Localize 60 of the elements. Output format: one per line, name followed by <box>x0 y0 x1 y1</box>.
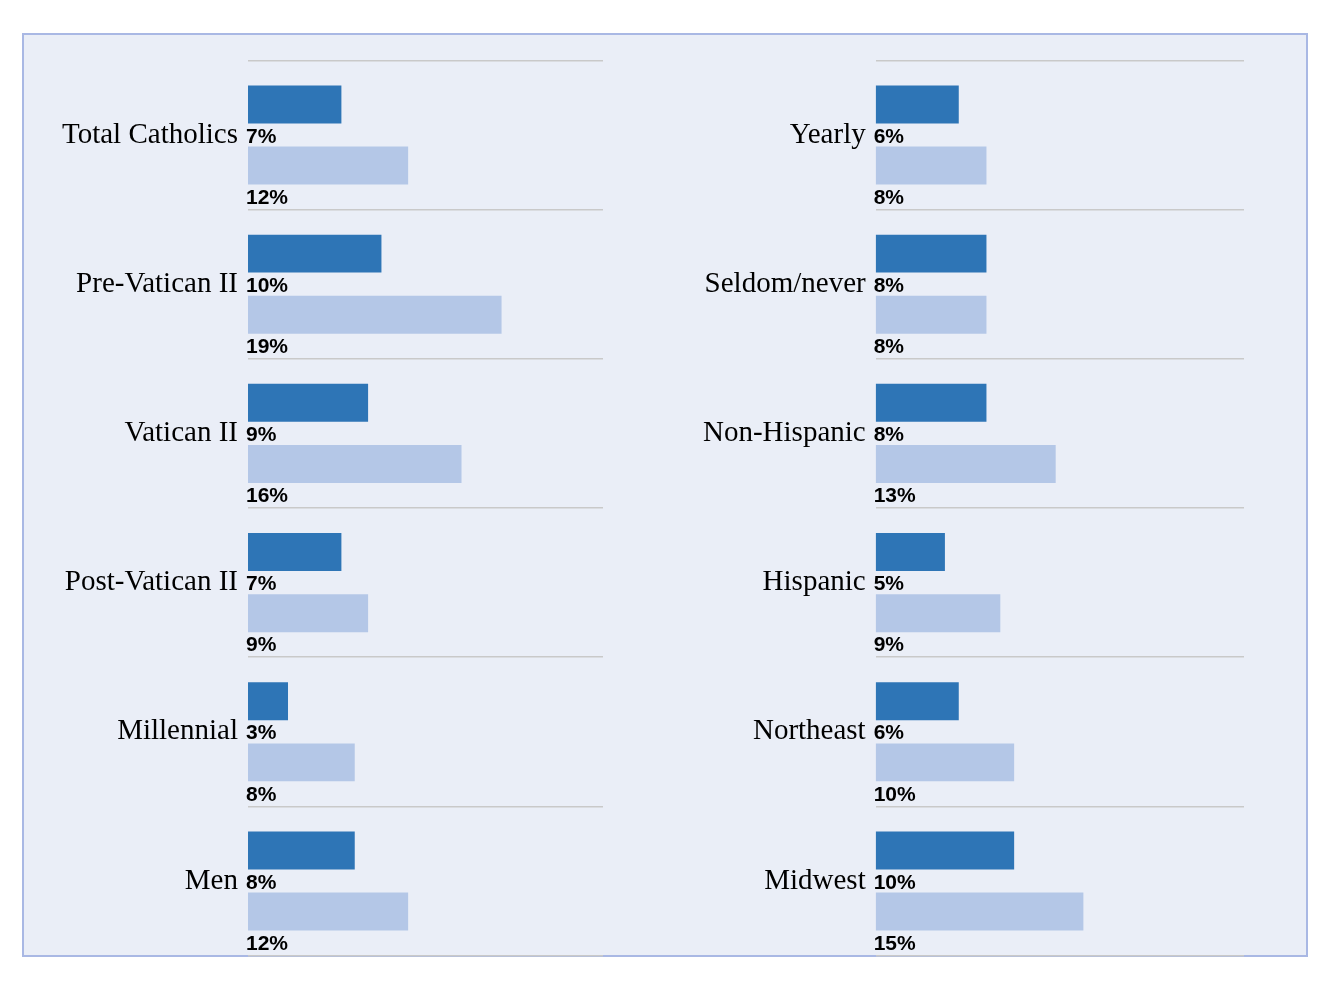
y-tick-label: Yearly <box>789 116 867 149</box>
y-tick-label: Men <box>184 862 239 895</box>
data-label: 13% <box>873 483 917 507</box>
y-tick-label: Total Catholics <box>62 116 238 149</box>
data-label: 6% <box>873 123 905 147</box>
data-label: 6% <box>873 720 905 744</box>
bar <box>875 445 1056 483</box>
data-label: 7% <box>245 571 277 595</box>
data-label: 8% <box>873 334 905 358</box>
bar <box>247 892 409 931</box>
y-tick-label: Midwest <box>764 862 866 895</box>
data-label: 8% <box>245 781 277 805</box>
bar <box>247 445 462 483</box>
bar <box>875 85 959 124</box>
data-label: 15% <box>873 930 917 954</box>
data-label: 8% <box>873 184 905 208</box>
data-label: 12% <box>245 930 289 954</box>
data-label: 10% <box>873 781 917 805</box>
bar <box>875 594 1001 633</box>
data-label: 16% <box>245 483 289 507</box>
bar <box>247 383 369 422</box>
bar <box>875 383 987 422</box>
data-label: 9% <box>245 632 277 656</box>
data-label: 12% <box>245 184 289 208</box>
bar <box>875 146 987 185</box>
bar <box>875 533 945 571</box>
data-label: 5% <box>873 571 905 595</box>
data-label: 10% <box>873 869 917 893</box>
y-tick-label: Vatican II <box>124 415 238 448</box>
y-tick-label: Millennial <box>117 713 238 746</box>
y-tick-label: Northeast <box>752 713 866 746</box>
bar <box>875 831 1015 870</box>
y-tick-label: Pre-Vatican II <box>76 265 238 298</box>
y-tick-label: Seldom/never <box>704 265 867 298</box>
bar <box>247 146 409 185</box>
data-label: 7% <box>245 123 277 147</box>
bar <box>247 594 369 633</box>
bar <box>875 295 987 334</box>
bar <box>247 295 502 334</box>
bar <box>247 743 355 782</box>
bar <box>247 85 342 124</box>
data-label: 8% <box>245 869 277 893</box>
bar <box>875 743 1015 782</box>
bar <box>247 234 382 273</box>
data-label: 9% <box>873 632 905 656</box>
bar <box>875 234 987 273</box>
data-label: 8% <box>873 422 905 446</box>
y-tick-label: Hispanic <box>762 564 866 597</box>
data-label: 9% <box>245 422 277 446</box>
y-tick-label: Post-Vatican II <box>64 564 238 597</box>
data-label: 10% <box>245 272 289 296</box>
data-label: 8% <box>873 272 905 296</box>
bar <box>247 682 289 721</box>
data-label: 19% <box>245 334 289 358</box>
bar <box>875 892 1084 931</box>
bar <box>247 831 355 870</box>
y-tick-label: Non-Hispanic <box>703 415 866 448</box>
bar <box>875 682 959 721</box>
bar <box>247 533 342 571</box>
data-label: 3% <box>245 720 277 744</box>
